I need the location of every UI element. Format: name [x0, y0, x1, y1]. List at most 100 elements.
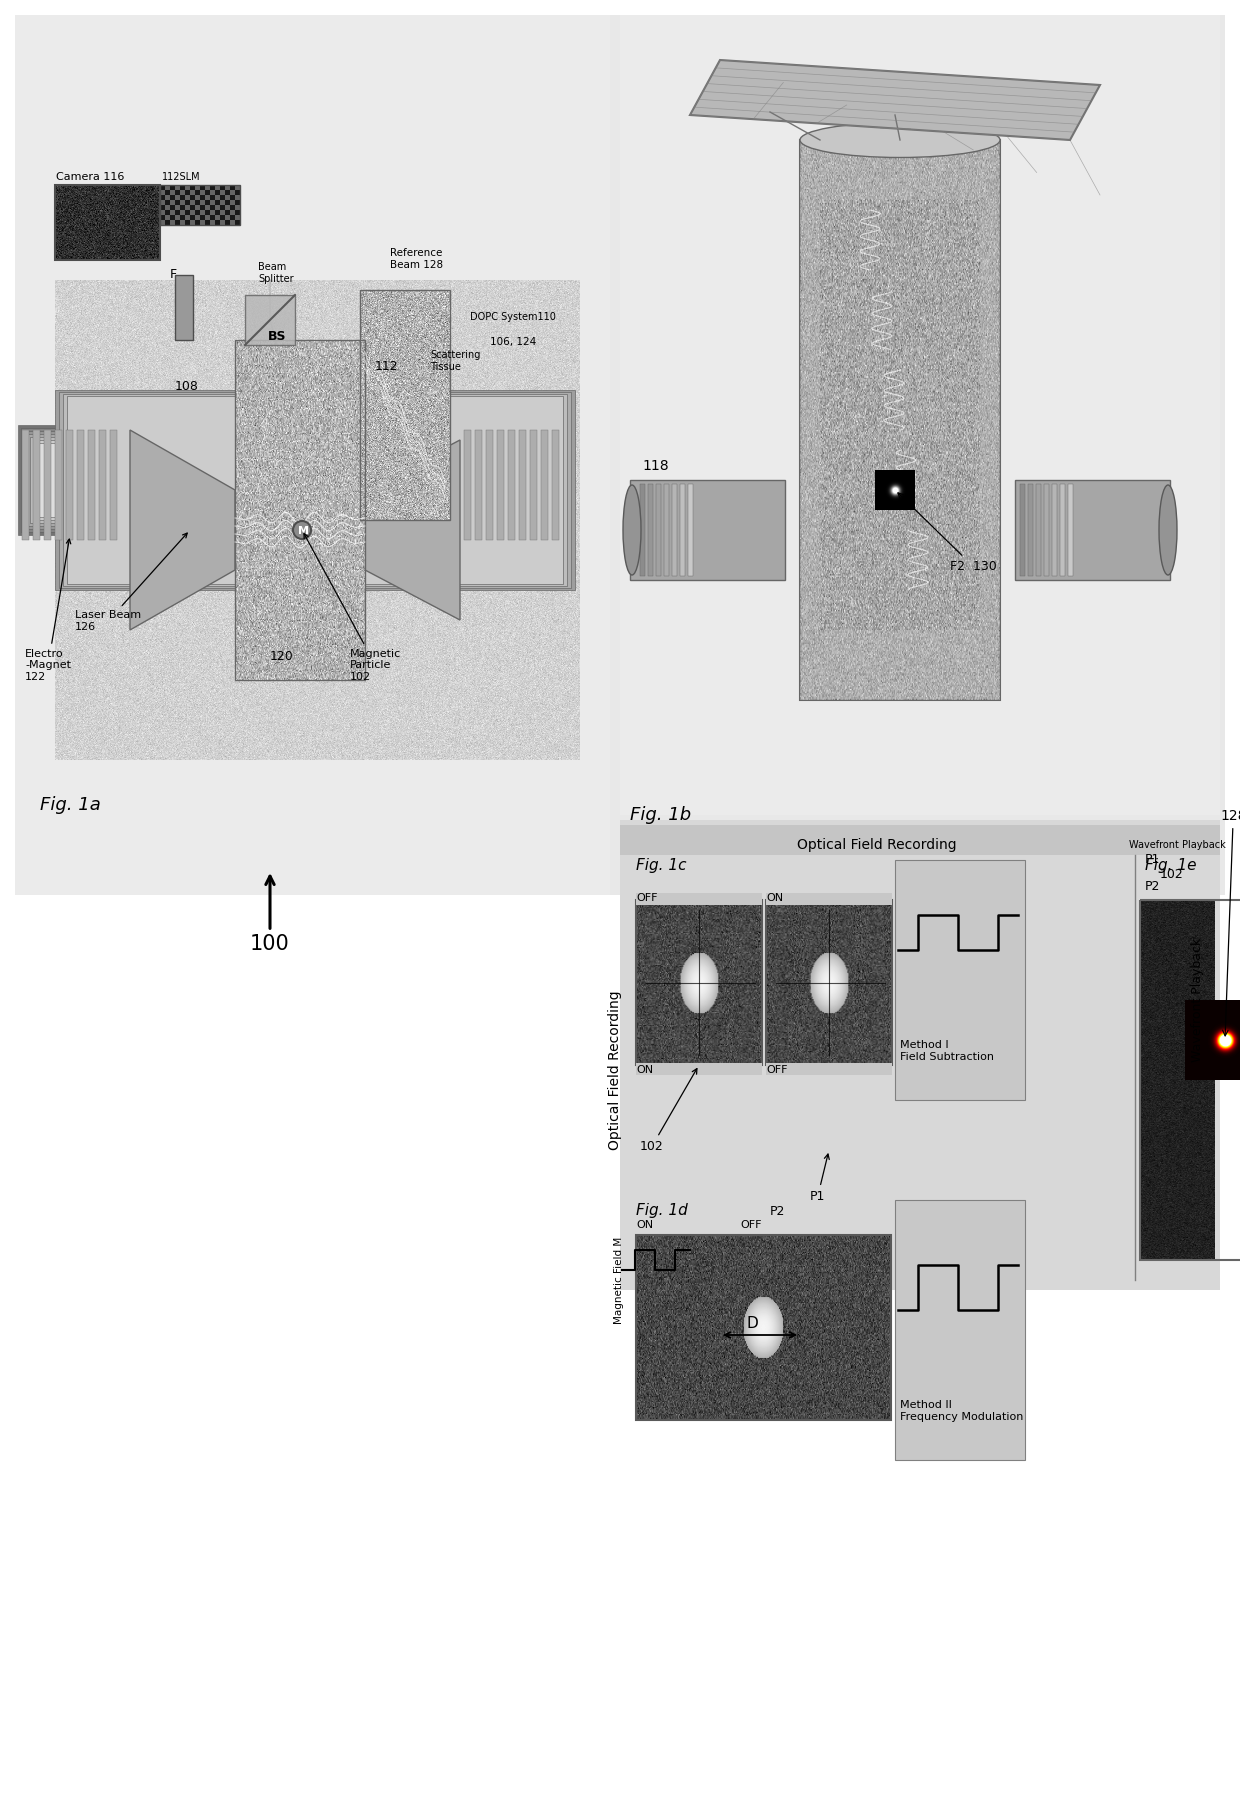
Bar — [541, 431, 548, 541]
Text: F2  130: F2 130 — [898, 492, 997, 573]
Text: M: M — [298, 526, 309, 535]
Text: 112: 112 — [374, 360, 398, 373]
Polygon shape — [130, 523, 365, 541]
Ellipse shape — [800, 123, 999, 157]
Bar — [1021, 485, 1025, 575]
Text: 128: 128 — [1220, 809, 1240, 1037]
Bar — [469, 434, 560, 526]
Polygon shape — [246, 295, 295, 346]
Bar — [800, 139, 999, 700]
Bar — [33, 431, 40, 541]
Bar — [688, 485, 693, 575]
Text: Camera 116: Camera 116 — [56, 172, 124, 183]
Text: Magnetic
Particle
102: Magnetic Particle 102 — [304, 534, 402, 682]
Bar — [99, 431, 105, 541]
Bar — [508, 431, 515, 541]
Bar — [1140, 901, 1240, 1261]
Bar — [486, 431, 494, 541]
Text: Fig. 1a: Fig. 1a — [40, 796, 100, 814]
Text: Laser Beam
126: Laser Beam 126 — [74, 534, 187, 631]
Bar — [466, 431, 564, 528]
Bar — [55, 431, 62, 541]
Bar — [463, 429, 567, 532]
Text: 108: 108 — [175, 380, 198, 393]
Text: 112SLM: 112SLM — [162, 172, 201, 183]
Bar — [33, 440, 113, 519]
Text: P2: P2 — [1145, 879, 1161, 894]
Bar — [475, 431, 482, 541]
Text: Beam
Splitter: Beam Splitter — [258, 262, 294, 284]
Bar — [636, 1236, 892, 1420]
Polygon shape — [130, 431, 236, 630]
Bar — [110, 431, 117, 541]
Circle shape — [1220, 1035, 1230, 1046]
Bar — [766, 894, 892, 904]
Ellipse shape — [622, 485, 641, 575]
Text: OFF: OFF — [766, 1066, 787, 1075]
Text: 120: 120 — [270, 649, 294, 664]
Bar — [55, 391, 575, 590]
Bar — [636, 894, 763, 904]
Bar — [895, 1199, 1025, 1460]
Bar — [1068, 485, 1073, 575]
Polygon shape — [365, 440, 460, 620]
Text: Scattering
Tissue: Scattering Tissue — [430, 351, 480, 373]
Text: P2: P2 — [770, 1205, 785, 1217]
Text: D: D — [746, 1315, 758, 1331]
Bar — [636, 901, 763, 1066]
Text: P1: P1 — [1145, 854, 1161, 867]
Bar — [22, 431, 29, 541]
Bar — [175, 275, 193, 340]
Text: ON: ON — [636, 1066, 653, 1075]
Bar — [497, 431, 503, 541]
Bar — [1052, 485, 1056, 575]
Bar — [663, 485, 670, 575]
Polygon shape — [689, 60, 1100, 139]
Bar — [766, 1064, 892, 1075]
Bar — [475, 440, 556, 519]
Bar — [60, 393, 570, 588]
Bar — [636, 1064, 763, 1075]
Bar — [66, 431, 73, 541]
Bar — [620, 825, 1135, 856]
Bar — [15, 14, 610, 895]
Text: Method II
Frequency Modulation: Method II Frequency Modulation — [900, 1400, 1023, 1422]
Bar — [895, 859, 1025, 1100]
Text: Optical Field Recording: Optical Field Recording — [797, 838, 957, 852]
Bar — [620, 819, 1220, 1290]
Text: Fig. 1e: Fig. 1e — [1145, 857, 1197, 874]
Bar — [236, 340, 365, 680]
Bar — [672, 485, 677, 575]
Text: Fig. 1b: Fig. 1b — [630, 807, 691, 825]
Text: Magnetic Field M: Magnetic Field M — [614, 1236, 624, 1324]
Text: 100: 100 — [250, 876, 290, 953]
Text: P1: P1 — [810, 1154, 830, 1203]
Text: 118: 118 — [642, 459, 668, 472]
Text: Fig. 1c: Fig. 1c — [636, 857, 687, 874]
Bar — [360, 289, 450, 519]
Bar — [1135, 825, 1220, 856]
Bar — [656, 485, 661, 575]
Bar — [15, 14, 1225, 895]
Bar — [55, 185, 160, 260]
Text: 102: 102 — [640, 1069, 697, 1152]
Text: Wavefront Playback: Wavefront Playback — [1192, 937, 1204, 1062]
Bar — [1044, 485, 1049, 575]
Bar — [77, 431, 84, 541]
Bar — [766, 901, 892, 1066]
Bar — [472, 438, 558, 523]
Text: ON: ON — [636, 1219, 653, 1230]
Text: F: F — [170, 268, 177, 280]
Bar — [21, 429, 125, 532]
Bar — [620, 14, 1220, 816]
Bar — [1028, 485, 1033, 575]
Bar — [24, 431, 122, 528]
Bar — [1035, 485, 1042, 575]
Bar — [43, 431, 51, 541]
Bar — [67, 396, 563, 584]
Bar — [649, 485, 653, 575]
Text: DOPC System110: DOPC System110 — [470, 311, 556, 322]
Text: Method I
Field Subtraction: Method I Field Subtraction — [900, 1040, 994, 1062]
Bar — [63, 394, 567, 586]
Bar — [88, 431, 95, 541]
